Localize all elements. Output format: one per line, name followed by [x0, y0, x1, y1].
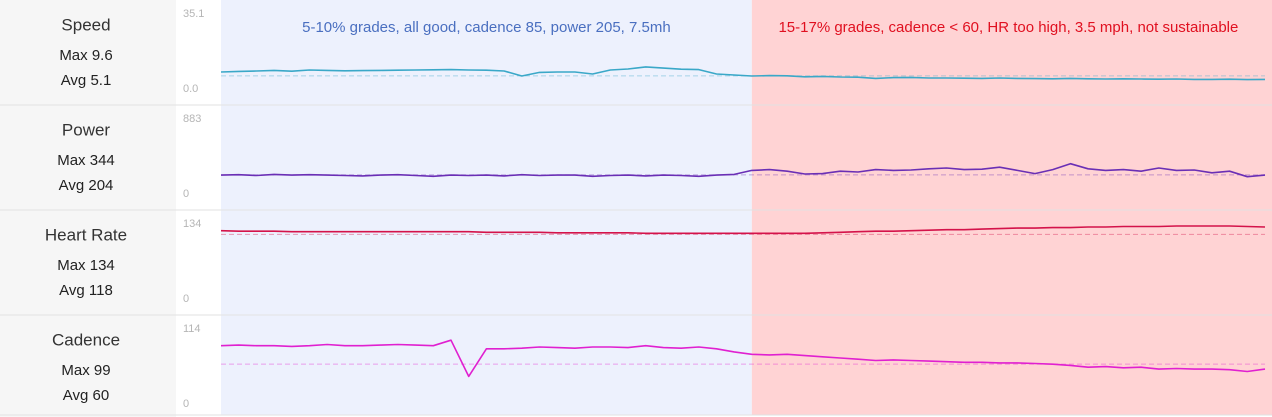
stat-value: 60	[93, 387, 110, 404]
stat-value: 118	[89, 282, 113, 299]
y-tick-label: 0	[183, 293, 189, 305]
y-tick-label: 134	[183, 218, 201, 230]
stat-label: Max	[59, 47, 88, 64]
annotation-text: 15-17% grades, cadence < 60, HR too high…	[778, 19, 1238, 36]
y-tick-label: 0.0	[183, 83, 198, 95]
stat: Max 344	[57, 152, 115, 169]
stat-label: Max	[57, 152, 86, 169]
stat: Max 99	[61, 362, 110, 379]
panel-title: Heart Rate	[45, 225, 127, 244]
stat: Avg 60	[63, 387, 109, 404]
stat: Max 9.6	[59, 47, 112, 64]
stat-value: 344	[90, 152, 115, 169]
stat: Avg 118	[59, 282, 113, 299]
stat-label: Max	[57, 257, 86, 274]
stat-value: 204	[88, 177, 113, 194]
y-tick-label: 0	[183, 188, 189, 200]
panel-title: Speed	[61, 15, 110, 34]
y-tick-label: 0	[183, 398, 189, 410]
stat-label: Avg	[61, 72, 87, 89]
annotation-region	[221, 0, 752, 415]
annotation-region	[751, 0, 1272, 415]
stat: Max 134	[57, 257, 115, 274]
stat: Avg 5.1	[61, 72, 112, 89]
y-tick-label: 114	[183, 323, 201, 335]
y-tick-label: 883	[183, 113, 201, 125]
series-line	[220, 162, 1266, 178]
stat-value: 99	[94, 362, 111, 379]
annotation-text: 5-10% grades, all good, cadence 85, powe…	[302, 19, 671, 36]
stat-label: Avg	[63, 387, 89, 404]
panel-title: Power	[62, 120, 111, 139]
series-line	[220, 339, 1266, 378]
series-line	[220, 225, 1266, 235]
panel-title: Cadence	[52, 330, 120, 349]
stat-label: Avg	[59, 282, 85, 299]
y-tick-label: 35.1	[183, 8, 204, 20]
stat: Avg 204	[59, 177, 114, 194]
side-panel	[0, 0, 176, 417]
series-line	[220, 66, 1266, 81]
stat-label: Avg	[59, 177, 85, 194]
stat-value: 134	[90, 257, 115, 274]
stat-label: Max	[61, 362, 90, 379]
stat-value: 9.6	[92, 47, 113, 64]
stat-value: 5.1	[90, 72, 111, 89]
